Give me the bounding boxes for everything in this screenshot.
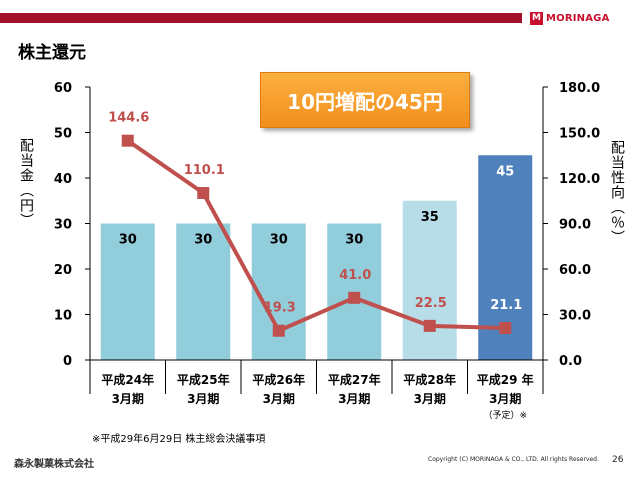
- bar-value-label: 35: [421, 210, 439, 225]
- payout-ratio-label: 110.1: [184, 163, 225, 178]
- bar-value-label: 30: [194, 233, 212, 248]
- left-tick-label: 20: [54, 263, 72, 278]
- dividend-bar: [402, 200, 457, 360]
- bar-value-label: 30: [270, 233, 288, 248]
- company-name: 森永製菓株式会社: [14, 459, 94, 470]
- right-tick-label: 0.0: [559, 354, 582, 369]
- bar-value-label: 30: [345, 233, 363, 248]
- dividend-bar: [100, 223, 155, 360]
- right-tick-label: 180.0: [559, 81, 600, 96]
- category-label: 平成25年: [177, 372, 230, 387]
- category-label: 平成27年: [328, 372, 381, 387]
- left-tick-label: 60: [54, 81, 72, 96]
- category-label: 平成24年: [101, 372, 154, 387]
- category-note: （予定）※: [483, 409, 527, 421]
- page-number: 26: [612, 455, 624, 465]
- dividend-bar: [251, 223, 306, 360]
- morinaga-logo-icon: M: [530, 11, 543, 25]
- payout-ratio-marker: [197, 187, 210, 200]
- copyright: Copyright (C) MORINAGA & CO., LTD. All r…: [428, 456, 599, 463]
- payout-ratio-marker: [348, 291, 361, 304]
- right-tick-label: 60.0: [559, 263, 591, 278]
- left-tick-label: 30: [54, 218, 72, 233]
- payout-ratio-label: 41.0: [339, 268, 371, 283]
- right-tick-label: 30.0: [559, 309, 591, 324]
- payout-ratio-label: 22.5: [415, 296, 447, 311]
- brand-name: MORINAGA: [546, 12, 610, 24]
- category-label-month: 3月期: [414, 391, 446, 406]
- category-label-month: 3月期: [112, 391, 144, 406]
- category-label-month: 3月期: [263, 391, 295, 406]
- payout-ratio-marker: [499, 321, 512, 334]
- left-tick-label: 40: [54, 172, 72, 187]
- left-tick-label: 50: [54, 127, 72, 142]
- payout-ratio-label: 21.1: [490, 298, 522, 313]
- category-label: 平成26年: [252, 372, 305, 387]
- payout-ratio-marker: [272, 324, 285, 337]
- category-label-month: 3月期: [489, 391, 521, 406]
- bar-value-label: 30: [119, 233, 137, 248]
- category-label: 平成29 年: [477, 372, 534, 387]
- top-accent-bar: [0, 13, 522, 23]
- dividend-bar: [327, 223, 382, 360]
- left-tick-label: 10: [54, 309, 72, 324]
- brand-logo: M MORINAGA: [530, 10, 610, 26]
- right-tick-label: 150.0: [559, 127, 600, 142]
- right-axis-title: 配当性向（％）: [609, 140, 625, 245]
- dividend-increase-callout: 10円増配の45円: [260, 72, 470, 128]
- category-label-month: 3月期: [338, 391, 370, 406]
- payout-ratio-label: 19.3: [264, 301, 296, 316]
- dividend-bar: [176, 223, 231, 360]
- payout-ratio-marker: [121, 134, 134, 147]
- right-tick-label: 90.0: [559, 218, 591, 233]
- left-tick-label: 0: [63, 354, 72, 369]
- right-tick-label: 120.0: [559, 172, 600, 187]
- payout-ratio-marker: [423, 319, 436, 332]
- payout-ratio-line: [126, 139, 506, 334]
- category-label: 平成28年: [403, 372, 456, 387]
- bar-value-label: 45: [496, 164, 514, 179]
- footnote: ※平成29年6月29日 株主総会決議事項: [92, 434, 266, 445]
- payout-ratio-label: 144.6: [108, 111, 149, 126]
- page-title: 株主還元: [18, 43, 86, 63]
- left-axis-title: 配当金（円）: [18, 138, 34, 228]
- category-label-month: 3月期: [187, 391, 219, 406]
